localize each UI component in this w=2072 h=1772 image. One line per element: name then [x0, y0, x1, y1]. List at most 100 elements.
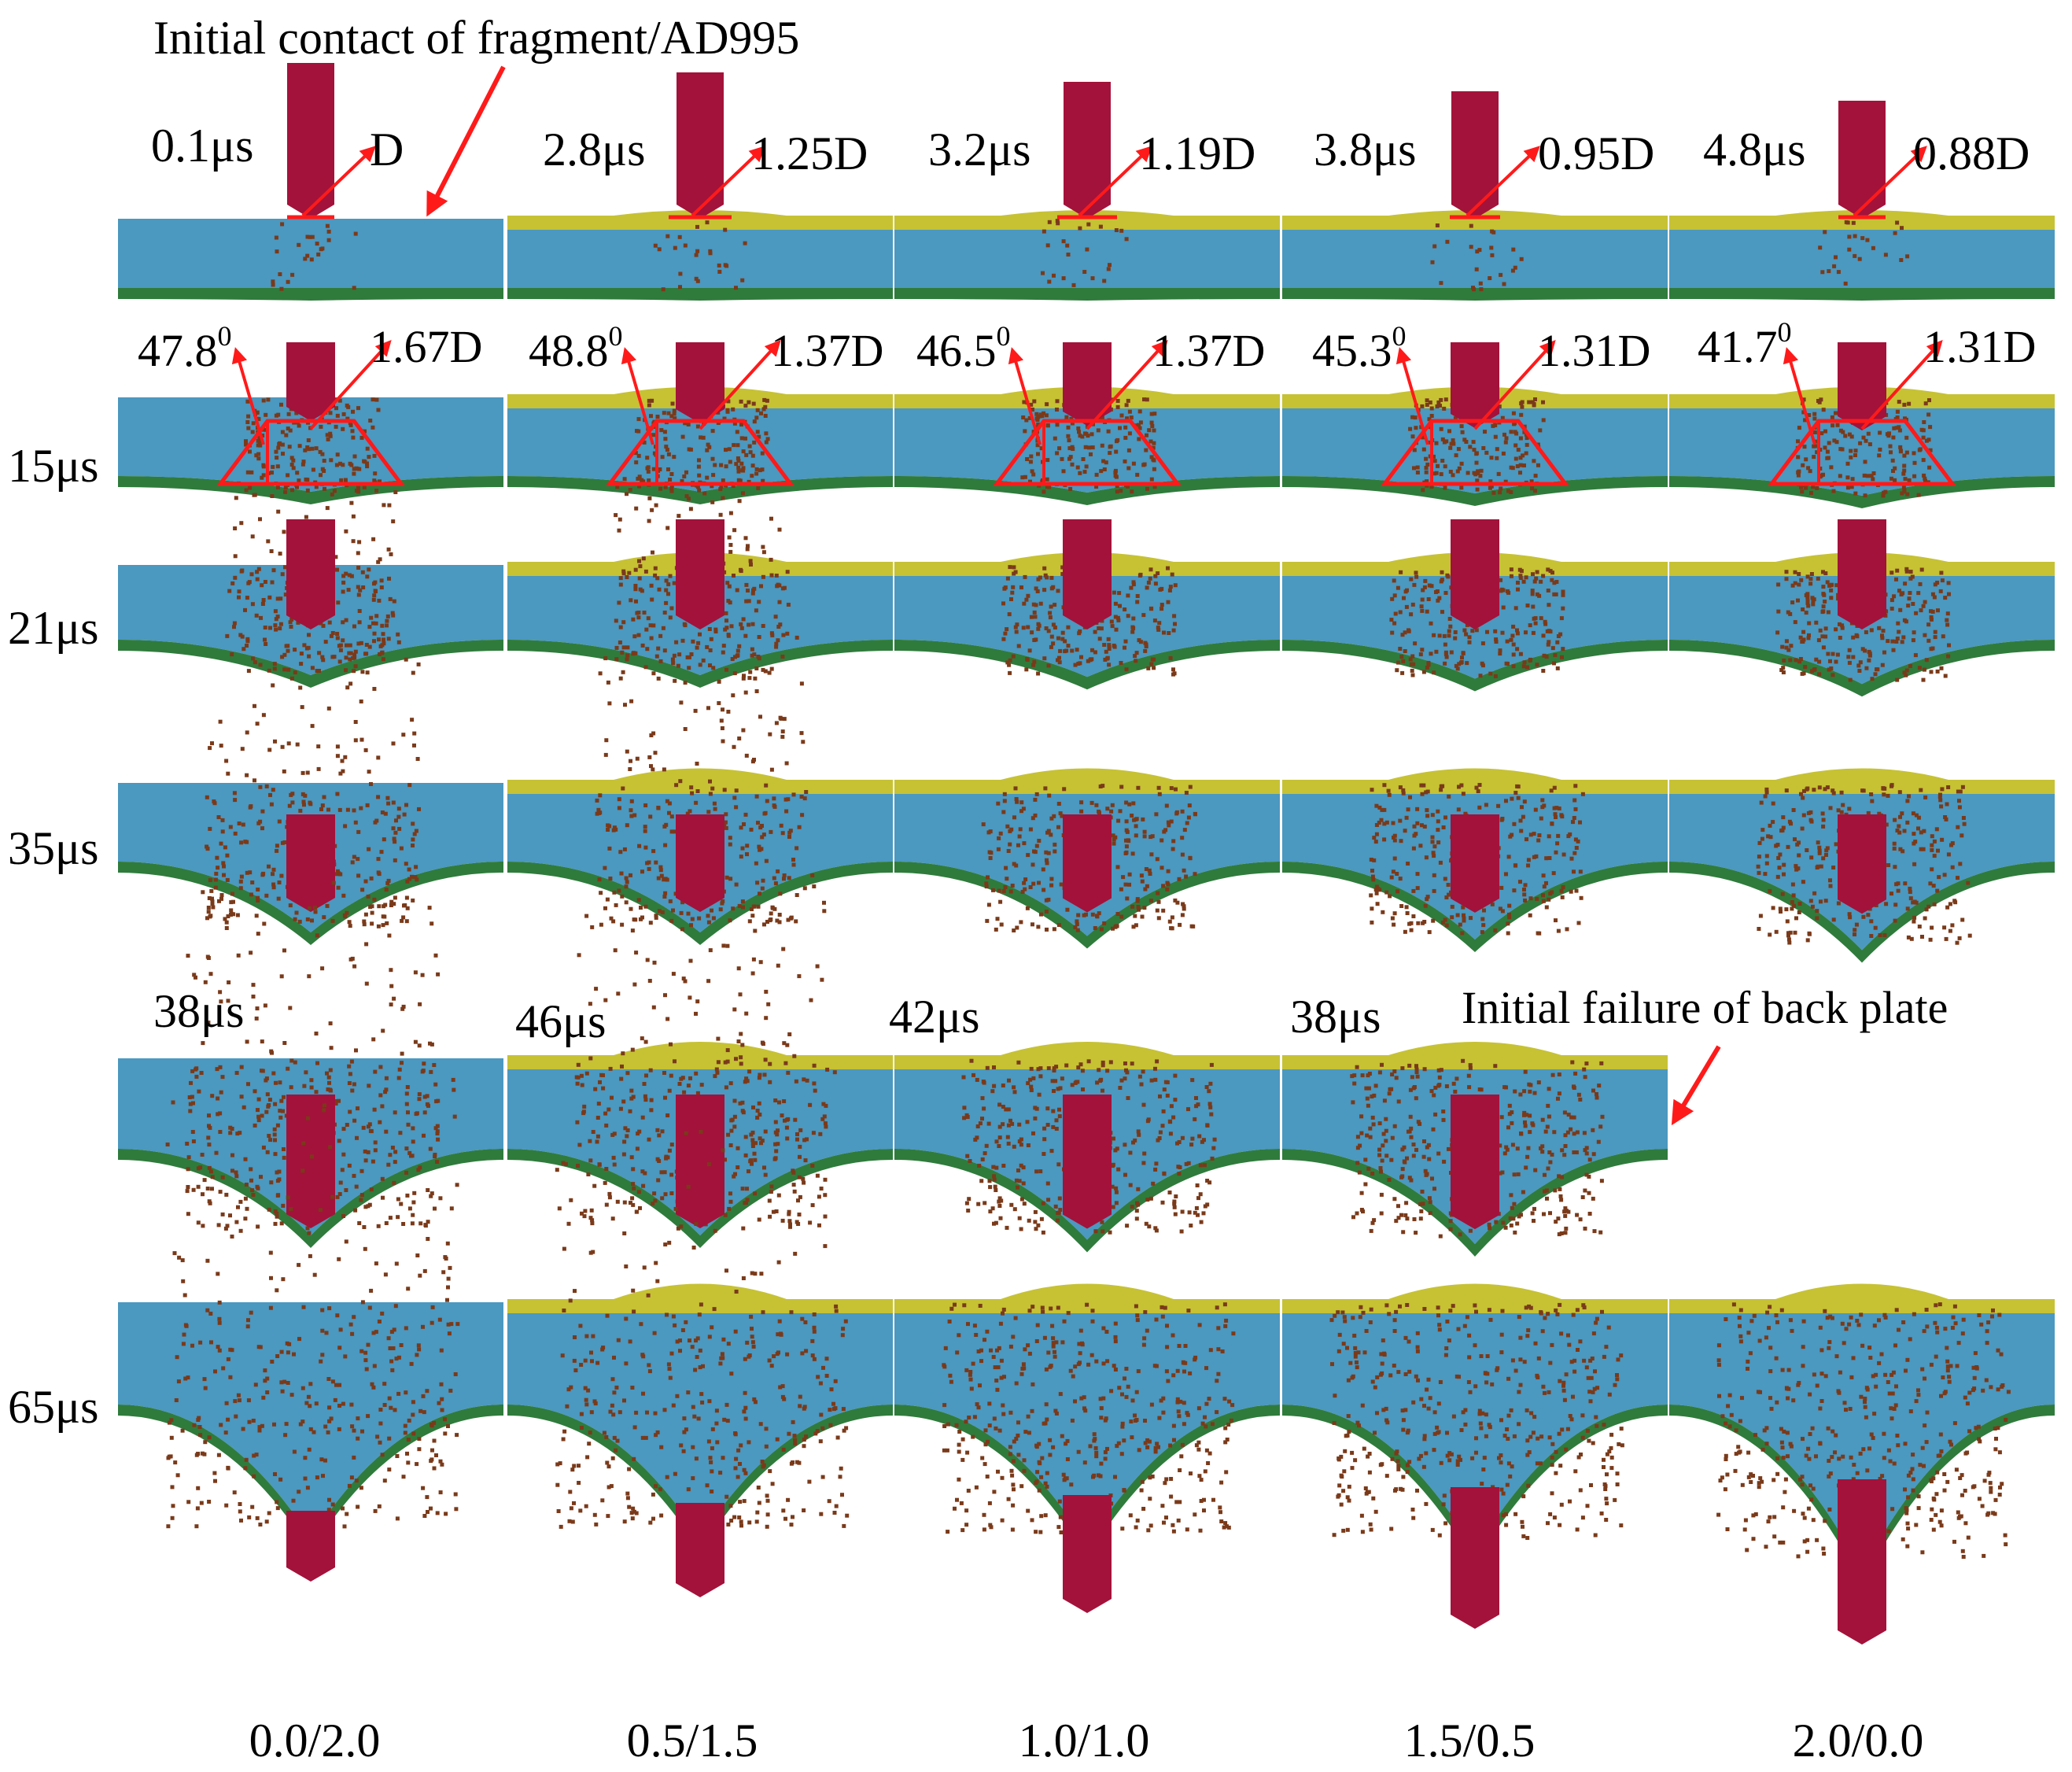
- debris-particle: [1469, 916, 1473, 921]
- debris-particle: [648, 921, 653, 925]
- debris-particle: [1480, 641, 1485, 646]
- debris-particle: [992, 1084, 997, 1088]
- debris-particle: [1509, 574, 1513, 578]
- debris-particle: [328, 1021, 333, 1026]
- debris-particle: [1118, 1086, 1123, 1090]
- debris-particle: [1491, 230, 1496, 234]
- debris-particle: [1787, 940, 1792, 945]
- debris-particle: [1207, 1180, 1212, 1185]
- debris-particle: [1522, 463, 1526, 467]
- debris-particle: [356, 641, 361, 646]
- debris-particle: [1936, 608, 1940, 613]
- debris-particle: [1460, 430, 1465, 434]
- debris-particle: [786, 603, 791, 607]
- debris-particle: [309, 257, 314, 262]
- debris-particle: [351, 514, 356, 519]
- debris-particle: [201, 890, 205, 895]
- debris-particle: [1911, 602, 1915, 606]
- debris-particle: [1572, 798, 1577, 803]
- fragment-projectile: [1063, 1095, 1112, 1229]
- debris-particle: [208, 746, 212, 751]
- debris-particle: [338, 643, 343, 648]
- debris-particle: [1002, 799, 1007, 803]
- ceramic-layer: [894, 219, 1280, 288]
- debris-particle: [251, 995, 256, 999]
- debris-particle: [1119, 887, 1123, 892]
- debris-particle: [1165, 1080, 1170, 1084]
- debris-particle: [1496, 471, 1501, 476]
- debris-particle: [997, 1196, 1002, 1201]
- debris-particle: [1022, 400, 1027, 404]
- debris-particle: [750, 591, 755, 596]
- debris-particle: [672, 412, 677, 416]
- debris-particle: [1929, 615, 1934, 619]
- debris-particle: [1791, 808, 1796, 812]
- debris-particle: [1097, 1068, 1101, 1072]
- debris-particle: [315, 1061, 319, 1065]
- debris-particle: [740, 899, 745, 904]
- debris-particle: [1171, 628, 1176, 633]
- debris-particle: [1541, 633, 1546, 638]
- debris-particle: [1890, 607, 1894, 611]
- debris-particle: [1388, 894, 1392, 899]
- debris-particle: [350, 860, 355, 865]
- debris-particle: [768, 1214, 772, 1219]
- debris-particle: [745, 1187, 749, 1191]
- debris-particle: [1823, 429, 1827, 434]
- debris-particle: [1488, 276, 1492, 280]
- debris-particle: [310, 918, 314, 923]
- debris-particle: [1169, 786, 1174, 791]
- debris-particle: [769, 1184, 774, 1189]
- debris-particle: [1441, 1117, 1446, 1122]
- debris-particle: [376, 1224, 381, 1228]
- debris-particle: [1029, 1066, 1034, 1071]
- debris-particle: [643, 1171, 647, 1176]
- debris-particle: [659, 873, 664, 878]
- debris-particle: [1806, 636, 1811, 641]
- debris-particle: [1430, 840, 1435, 844]
- debris-particle: [753, 676, 758, 681]
- debris-particle: [322, 795, 326, 799]
- debris-particle: [1056, 1211, 1060, 1215]
- debris-particle: [1089, 800, 1094, 805]
- debris-particle: [653, 1198, 658, 1203]
- debris-particle: [1101, 1088, 1104, 1093]
- debris-particle: [1897, 428, 1902, 433]
- debris-particle: [815, 1173, 820, 1178]
- debris-particle: [1495, 447, 1499, 452]
- debris-particle: [769, 767, 774, 772]
- debris-particle: [1033, 1209, 1038, 1214]
- debris-particle: [1381, 910, 1385, 914]
- debris-particle: [706, 979, 711, 984]
- debris-particle: [629, 598, 633, 603]
- fragment-projectile: [1063, 342, 1112, 426]
- debris-particle: [327, 620, 332, 625]
- debris-particle: [1881, 629, 1886, 633]
- debris-particle: [271, 568, 276, 573]
- debris-particle: [1461, 792, 1466, 796]
- debris-particle: [1768, 932, 1772, 937]
- debris-particle: [1058, 1208, 1063, 1213]
- debris-particle: [1892, 426, 1897, 430]
- debris-particle: [1477, 805, 1482, 810]
- debris-particle: [256, 452, 261, 456]
- debris-particle: [1477, 248, 1482, 253]
- debris-particle: [1389, 1157, 1394, 1162]
- debris-particle: [1443, 917, 1447, 922]
- debris-particle: [1398, 877, 1403, 881]
- debris-particle: [1499, 589, 1503, 593]
- debris-particle: [260, 1039, 264, 1044]
- debris-particle: [763, 414, 768, 418]
- debris-particle: [392, 996, 396, 1001]
- debris-particle: [1540, 798, 1545, 803]
- debris-particle: [1491, 490, 1496, 495]
- debris-particle: [270, 494, 275, 498]
- debris-particle: [1474, 785, 1479, 790]
- debris-particle: [1209, 1112, 1214, 1117]
- debris-particle: [352, 855, 356, 859]
- debris-particle: [1182, 904, 1186, 909]
- debris-particle: [307, 654, 312, 659]
- debris-particle: [1401, 791, 1406, 796]
- debris-particle: [1757, 840, 1762, 845]
- debris-particle: [1141, 1069, 1145, 1074]
